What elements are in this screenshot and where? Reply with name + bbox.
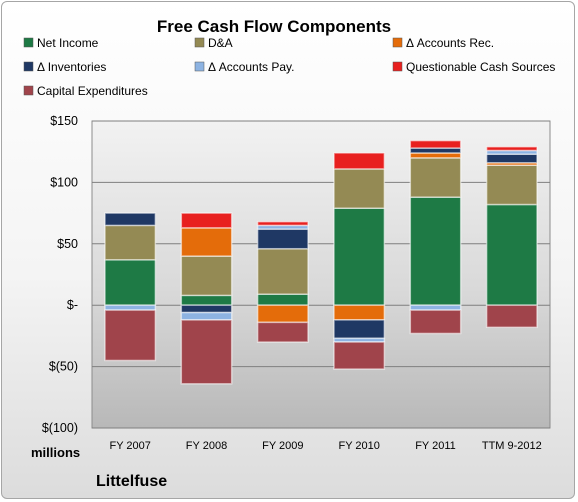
bar-segment-d-a-fy-2011 (409, 157, 462, 198)
y-tick-label: $50 (57, 237, 78, 251)
bar-segment-inventories-fy-2009 (256, 228, 309, 250)
bar-segment-capital-expenditures-ttm-9-2012 (485, 304, 538, 329)
bar-segment-d-a-fy-2009 (256, 247, 309, 295)
bar-segment-net-income-ttm-9-2012 (485, 203, 538, 306)
bar-segment-capital-expenditures-fy-2011 (409, 309, 462, 335)
bar-segment-inventories-fy-2008 (180, 304, 233, 314)
legend-swatch-accounts-rec (392, 37, 403, 48)
bar-segment-questionable-cash-sources-ttm-9-2012 (485, 146, 538, 152)
bar-segment-accounts-rec-fy-2008 (180, 227, 233, 257)
legend-swatch-accounts-pay (194, 61, 205, 72)
bar-segment-capital-expenditures-fy-2008 (180, 319, 233, 385)
legend-swatch-d-a (194, 37, 205, 48)
bar-segment-questionable-cash-sources-fy-2009 (256, 220, 309, 227)
legend-label-accounts-pay: Δ Accounts Pay. (208, 60, 295, 74)
bar-segment-net-income-fy-2010 (333, 207, 386, 306)
gridlines (92, 120, 550, 429)
bar-segment-capital-expenditures-fy-2010 (333, 341, 386, 370)
legend: Net Income D&A Δ Accounts Rec. Δ Inventorie… (23, 36, 555, 98)
bar-segment-d-a-fy-2008 (180, 255, 233, 297)
x-tick-label: FY 2007 (109, 440, 150, 452)
bar-segment-questionable-cash-sources-fy-2010 (333, 152, 386, 170)
legend-swatch-questionable-cash-sources (392, 61, 403, 72)
bar-segment-d-a-fy-2010 (333, 168, 386, 209)
plot-area (91, 120, 551, 429)
legend-label-d-a: D&A (208, 36, 233, 50)
bar-segment-questionable-cash-sources-fy-2008 (180, 212, 233, 229)
bar-segment-net-income-fy-2008 (180, 294, 233, 306)
legend-swatch-inventories (23, 61, 34, 72)
bar-segment-d-a-ttm-9-2012 (485, 164, 538, 206)
x-axis-ticks: FY 2007 FY 2008 FY 2009 FY 2010 FY 2011 TTM 9… (109, 440, 541, 452)
bar-segment-capital-expenditures-fy-2007 (104, 309, 157, 362)
bars (104, 139, 538, 385)
bar-segment-d-a-fy-2007 (104, 224, 157, 261)
x-tick-label: FY 2009 (262, 440, 303, 452)
x-tick-label: FY 2011 (415, 440, 456, 452)
y-axis-ticks: $150 $100 $50 $- $(50) $(100) (42, 114, 78, 435)
chart-title: Free Cash Flow Components (157, 17, 391, 36)
y-tick-label: $- (67, 298, 78, 312)
y-tick-label: $100 (50, 175, 78, 189)
bar-segment-inventories-fy-2007 (104, 212, 157, 227)
legend-swatch-capital-expenditures (23, 85, 34, 96)
x-tick-label: FY 2010 (338, 440, 379, 452)
bar-segment-inventories-fy-2010 (333, 319, 386, 340)
legend-label-capital-expenditures: Capital Expenditures (37, 84, 148, 98)
x-tick-label: TTM 9-2012 (482, 440, 542, 452)
bar-segment-net-income-fy-2007 (104, 259, 157, 306)
legend-label-inventories: Δ Inventories (37, 60, 106, 74)
bar-segment-capital-expenditures-fy-2009 (256, 321, 309, 343)
legend-label-questionable-cash-sources: Questionable Cash Sources (406, 60, 555, 74)
x-tick-label: FY 2008 (186, 440, 227, 452)
legend-label-accounts-rec: Δ Accounts Rec. (406, 36, 494, 50)
bar-segment-accounts-rec-fy-2009 (256, 304, 309, 324)
company-name: Littelfuse (96, 473, 167, 490)
bar-segment-accounts-pay-fy-2008 (180, 311, 233, 321)
units-label: millions (31, 445, 80, 460)
y-tick-label: $(50) (49, 360, 78, 374)
bar-segment-questionable-cash-sources-fy-2011 (409, 139, 462, 149)
y-tick-label: $(100) (42, 421, 78, 435)
bar-segment-inventories-ttm-9-2012 (485, 153, 538, 164)
bar-segment-net-income-fy-2011 (409, 196, 462, 306)
bar-segment-accounts-rec-fy-2010 (333, 304, 386, 321)
bar-segment-net-income-fy-2009 (256, 293, 309, 306)
legend-label-net-income: Net Income (37, 36, 99, 50)
y-tick-label: $150 (50, 114, 78, 128)
legend-swatch-net-income (23, 37, 34, 48)
